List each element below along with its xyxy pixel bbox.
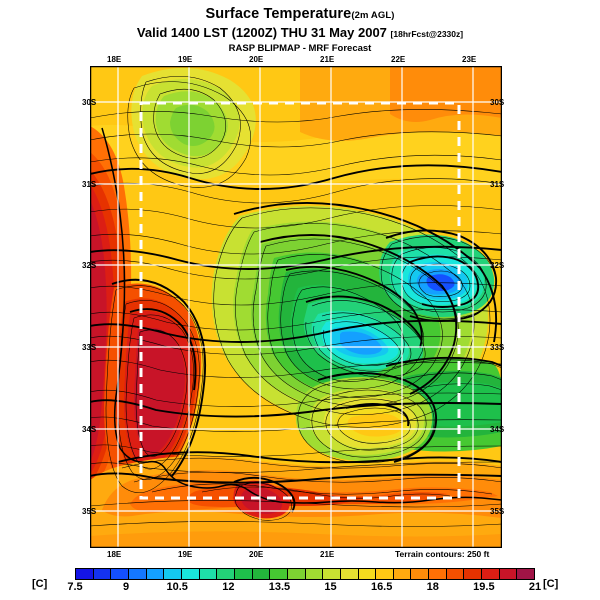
colorbar-swatch-17 [376,569,394,579]
colorbar-swatch-14 [323,569,341,579]
lon-label-bottom-0: 18E [107,550,122,559]
title-main-text: Surface Temperature [205,6,352,22]
colorbar-swatch-9 [234,569,253,579]
colorbar-swatch-8 [217,569,235,579]
colorbar-swatch-7 [199,569,218,579]
colorbar-tick-16.5: 16.5 [370,581,393,593]
colorbar-swatch-20 [429,569,447,579]
lat-label-left-5: 35S [82,507,97,516]
lon-label-top-1: 19E [178,55,193,64]
temperature-contour-map [90,66,502,548]
lat-label-left-3: 33S [82,343,97,352]
colorbar-tick-19.5: 19.5 [473,581,495,593]
colorbar-tick-10.5: 10.5 [166,581,188,593]
colorbar-panel: [C] [C] 7.5 9 10.5 12 13.5 15 16.5 18 19.5 21 [0,566,600,600]
colorbar-swatch-13 [305,569,324,579]
lat-lon-gridlines [90,66,502,548]
lon-label-top-2: 20E [249,55,264,64]
colorbar-swatch-3 [128,569,147,579]
lat-label-left-2: 32S [82,261,97,270]
colorbar-unit-right: [C] [543,578,559,590]
lon-label-top-3: 21E [320,55,335,64]
colorbar-tick-18: 18 [426,581,439,593]
lat-label-right-3: 33S [490,343,505,352]
lon-label-top-4: 22E [391,55,406,64]
lat-label-right-5: 35S [490,507,505,516]
terrain-contour-note: Terrain contours: 250 ft [395,549,490,559]
colorbar-swatch-23 [482,569,500,579]
page-title: Surface Temperature(2m AGL) [0,6,600,24]
colorbar-tick-9: 9 [123,581,130,593]
lon-label-top-0: 18E [107,55,122,64]
colorbar-swatch-22 [464,569,483,579]
colorbar-tick-13.5: 13.5 [268,581,291,593]
title-superscript: (2m AGL) [351,10,395,21]
colorbar-swatch-10 [252,569,271,579]
lat-label-right-4: 34S [490,425,505,434]
title-block: Surface Temperature(2m AGL) Valid 1400 L… [0,6,600,55]
contour-lines-bold [90,164,502,513]
colorbar-tick-21: 21 [528,581,542,593]
lat-label-right-1: 31S [490,180,505,189]
map-field-layer [90,66,502,548]
colorbar-unit-left: [C] [32,578,48,590]
forecast-hour-text: [18hrFcst@2330z] [390,29,464,39]
lon-label-bottom-2: 20E [249,550,264,559]
colorbar-swatch-0 [76,569,94,579]
colorbar-swatch-18 [393,569,412,579]
colorbar-swatch-12 [287,569,306,579]
colorbar-swatch-1 [93,569,112,579]
lat-label-right-2: 32S [490,261,505,270]
valid-time-text: Valid 1400 LST (1200Z) THU 31 May 2007 [136,25,387,40]
lon-label-top-5: 23E [462,55,477,64]
colorbar-swatch-6 [181,569,200,579]
title-model-line: RASP BLIPMAP - MRF Forecast [228,43,372,54]
colorbar-swatch-25 [517,569,535,579]
plot-frame [90,66,502,548]
colorbar-swatch-5 [164,569,182,579]
colorbar-tick-15: 15 [324,581,337,593]
lon-label-bottom-3: 21E [320,550,335,559]
lon-label-bottom-1: 19E [178,550,193,559]
lat-label-left-1: 31S [82,180,97,189]
colorbar-swatch-16 [358,569,377,579]
temperature-colorbar [75,568,535,580]
colorbar-swatch-15 [340,569,359,579]
colorbar-swatch-24 [499,569,518,579]
map-panel: 18E 19E 20E 21E 22E 23E 18E 19E 20E 21E … [82,55,505,559]
title-subtitle: Valid 1400 LST (1200Z) THU 31 May 2007 [… [0,25,600,42]
inner-domain-box [139,101,461,500]
lat-label-left-4: 34S [82,425,97,434]
colorbar-swatch-4 [146,569,165,579]
lat-label-left-0: 30S [82,98,97,107]
colorbar-swatch-19 [411,569,430,579]
lat-label-right-0: 30S [490,98,505,107]
coastline [101,127,502,504]
colorbar-tick-7.5: 7.5 [67,581,83,593]
colorbar-swatch-2 [111,569,129,579]
colorbar-tick-12: 12 [222,581,235,593]
colorbar-swatch-11 [270,569,288,579]
colorbar-swatch-21 [446,569,465,579]
